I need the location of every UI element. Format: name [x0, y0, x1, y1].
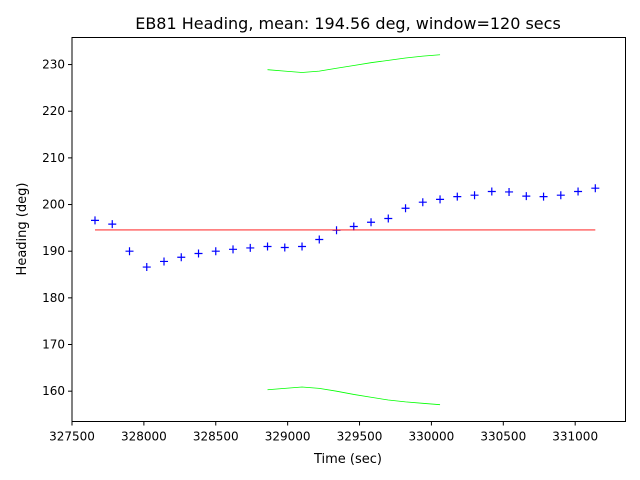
x-tick-label-4: 329500 [337, 430, 383, 444]
y-tick-label-4: 200 [42, 198, 65, 212]
data-point-24 [505, 187, 514, 196]
y-tick-label-3: 190 [42, 244, 65, 258]
x-tick-label-5: 330000 [409, 430, 455, 444]
series-3-line [267, 386, 441, 406]
data-point-23 [487, 187, 496, 196]
y-tick-label-1: 170 [42, 338, 65, 352]
plot-frame [71, 37, 626, 422]
data-point-26 [539, 192, 548, 201]
data-point-4 [160, 257, 169, 266]
x-tick-label-2: 328500 [193, 430, 239, 444]
data-point-5 [177, 253, 186, 262]
data-point-18 [401, 204, 410, 213]
x-tick-label-1: 328000 [121, 430, 167, 444]
data-point-19 [418, 198, 427, 207]
data-point-22 [470, 191, 479, 200]
plot-content [91, 54, 600, 406]
data-point-1 [108, 220, 117, 229]
data-point-12 [298, 242, 307, 251]
x-axis-ticks: 327500 328000 328500 329000 329500 330000 3305… [49, 421, 598, 444]
data-point-11 [280, 243, 289, 252]
chart-title: EB81 Heading, mean: 194.56 deg, window=1… [135, 14, 561, 33]
data-point-17 [384, 214, 393, 223]
y-tick-label-0: 160 [42, 384, 65, 398]
series-0-markers [91, 184, 600, 272]
data-point-21 [453, 192, 462, 201]
data-point-10 [263, 242, 272, 251]
y-axis-ticks: 160 170 180 190 200 210 220 230 [42, 58, 72, 398]
x-tick-label-3: 329000 [265, 430, 311, 444]
data-point-27 [556, 191, 565, 200]
data-point-9 [246, 243, 255, 252]
y-tick-label-6: 220 [42, 104, 65, 118]
data-point-8 [229, 245, 238, 254]
data-point-28 [574, 187, 583, 196]
data-point-25 [522, 192, 531, 201]
data-point-7 [211, 247, 220, 256]
x-axis-label: Time (sec) [313, 452, 382, 467]
x-tick-label-0: 327500 [49, 430, 95, 444]
data-point-16 [367, 218, 376, 227]
data-point-3 [142, 263, 151, 272]
y-tick-label-5: 210 [42, 151, 65, 165]
data-point-2 [125, 247, 134, 256]
data-point-15 [349, 222, 358, 231]
data-point-13 [315, 235, 324, 244]
series-2-line [267, 54, 441, 73]
data-point-29 [591, 184, 600, 193]
data-point-20 [436, 195, 445, 204]
data-point-6 [194, 249, 203, 258]
x-tick-label-6: 330500 [480, 430, 526, 444]
y-axis-label: Heading (deg) [15, 183, 30, 276]
y-tick-label-2: 180 [42, 291, 65, 305]
x-tick-label-7: 331000 [552, 430, 598, 444]
data-point-0 [91, 216, 100, 225]
y-tick-label-7: 230 [42, 58, 65, 72]
